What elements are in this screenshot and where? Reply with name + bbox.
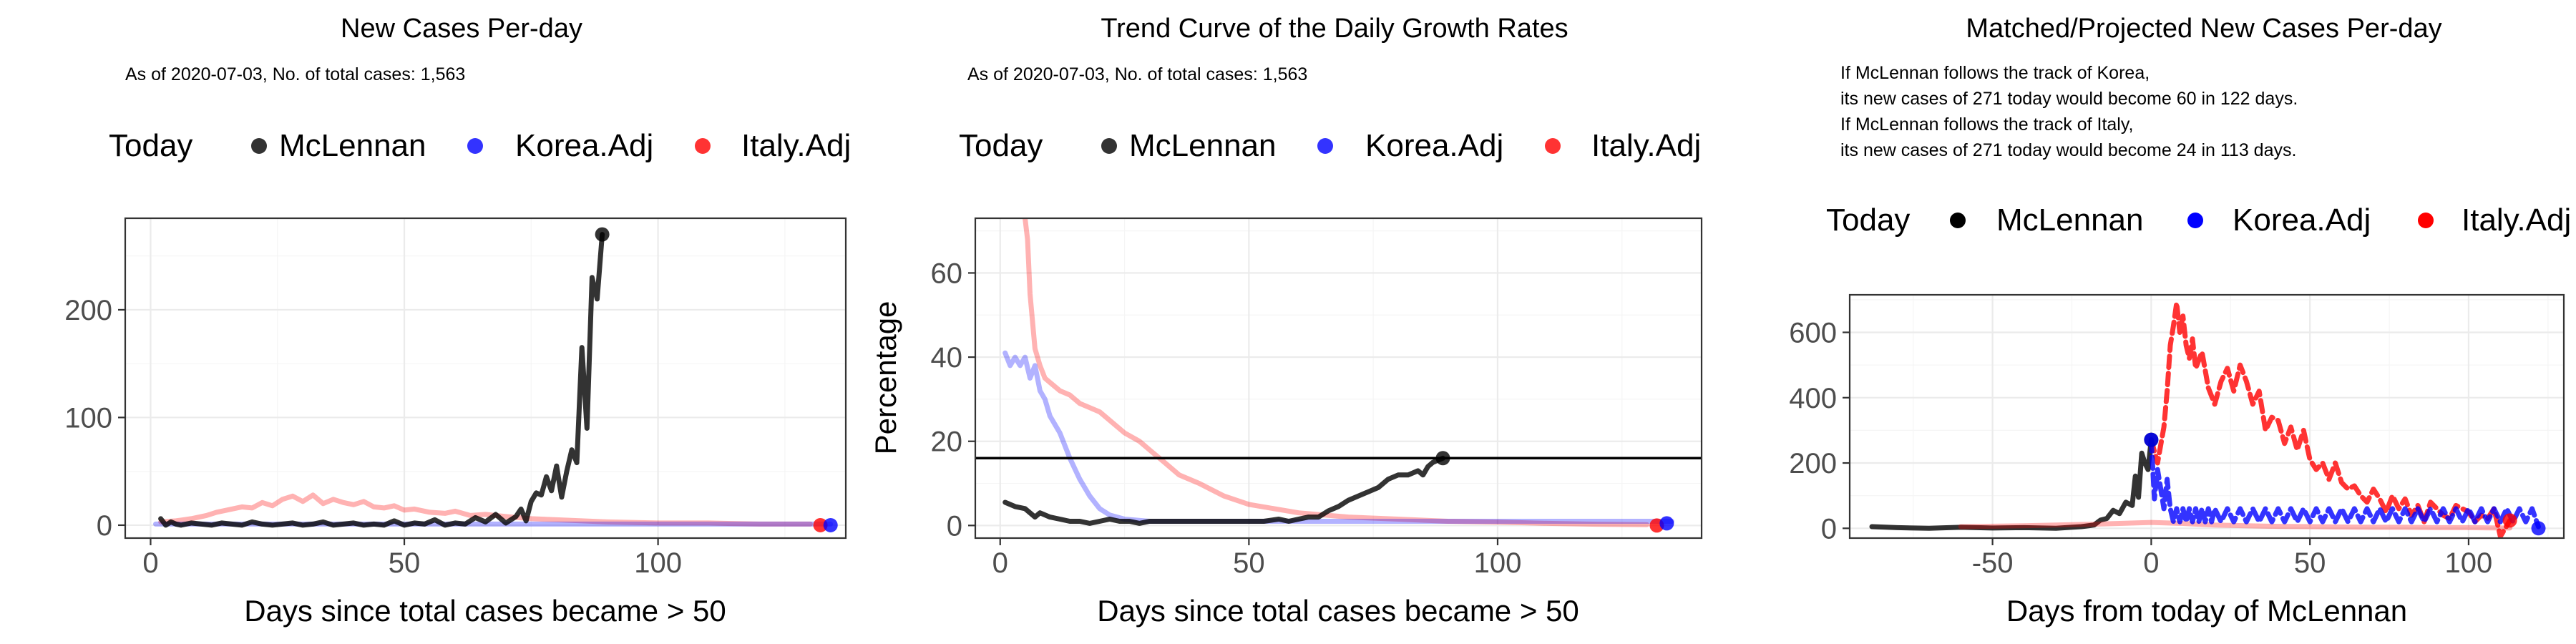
legend: Today McLennan Korea.Adj Italy.Adj bbox=[1826, 203, 2571, 238]
series-line-italy-adj bbox=[1023, 218, 1649, 527]
today-point-korea-adj bbox=[1659, 516, 1674, 531]
x-axis-title: Days since total cases became > 50 bbox=[244, 594, 726, 628]
series-lines bbox=[153, 232, 834, 528]
plot-area: 0 50 100 0 20 40 60 bbox=[931, 217, 1703, 579]
today-point-italy-adj bbox=[2502, 513, 2517, 528]
legend: Today McLennan Korea.Adj Italy.Adj bbox=[109, 128, 851, 163]
today-point-korea-adj bbox=[823, 517, 838, 532]
legend-label-italy: Italy.Adj bbox=[2462, 203, 2571, 238]
y-tick-label: 200 bbox=[1789, 448, 1837, 479]
today-point-korea-adj bbox=[2144, 432, 2159, 447]
panel-projected-cases: Matched/Projected New Cases Per-day If M… bbox=[1717, 0, 2576, 644]
x-tick-label: 0 bbox=[2143, 547, 2159, 579]
today-point-korea-adj bbox=[2531, 521, 2546, 536]
x-axis-title: Days from today of McLennan bbox=[2006, 594, 2407, 628]
plot-area: -50 0 50 100 0 200 400 600 bbox=[1789, 293, 2565, 579]
x-tick-label: 100 bbox=[2445, 547, 2493, 579]
series-line-italy-adj bbox=[2148, 300, 2513, 538]
chart-subtitle-line: its new cases of 271 today would become … bbox=[1840, 140, 2296, 160]
plot-frame bbox=[1848, 293, 2565, 540]
panel-new-cases: New Cases Per-day As of 2020-07-03, No. … bbox=[0, 0, 859, 644]
legend-label-korea: Korea.Adj bbox=[515, 128, 653, 163]
chart-title: Matched/Projected New Cases Per-day bbox=[1966, 14, 2441, 44]
chart-new-cases: New Cases Per-day As of 2020-07-03, No. … bbox=[64, 14, 851, 628]
legend-label-mclennan: McLennan bbox=[1996, 203, 2143, 238]
legend-label-mclennan: McLennan bbox=[1129, 128, 1276, 163]
series-line-italy-adj bbox=[158, 492, 813, 527]
y-tick-label: 0 bbox=[1821, 513, 1837, 545]
legend-title: Today bbox=[1826, 203, 1910, 238]
x-tick-label: -50 bbox=[1972, 547, 2014, 579]
chart-subtitle-line: If McLennan follows the track of Italy, bbox=[1840, 114, 2133, 135]
legend-key-italy bbox=[2418, 213, 2434, 228]
series-lines bbox=[1869, 300, 2541, 538]
y-tick-label: 0 bbox=[97, 510, 112, 542]
plot-frame bbox=[974, 217, 1703, 540]
today-point-mclennan bbox=[595, 227, 610, 242]
y-tick-label: 100 bbox=[64, 402, 112, 434]
chart-subtitle-line: As of 2020-07-03, No. of total cases: 1,… bbox=[125, 64, 465, 84]
x-tick-label: 100 bbox=[1474, 547, 1522, 579]
y-axis-title: Percentage bbox=[869, 301, 902, 455]
series-line-mclennan bbox=[158, 232, 605, 528]
x-tick-label: 100 bbox=[634, 547, 682, 579]
legend-key-korea bbox=[467, 138, 483, 154]
legend-key-mclennan bbox=[251, 138, 267, 154]
legend-title: Today bbox=[109, 128, 192, 163]
chart-growth-rates: Trend Curve of the Daily Growth Rates As… bbox=[869, 14, 1703, 628]
legend-key-mclennan bbox=[1101, 138, 1117, 154]
chart-subtitle-line: its new cases of 271 today would become … bbox=[1840, 89, 2298, 109]
x-axis-title: Days since total cases became > 50 bbox=[1097, 594, 1579, 628]
legend-key-korea bbox=[1317, 138, 1333, 154]
plot-area: 0 50 100 0 100 200 bbox=[64, 217, 847, 579]
legend-label-korea: Korea.Adj bbox=[1365, 128, 1503, 163]
series-line-korea-adj bbox=[2148, 437, 2541, 530]
plot-frame bbox=[124, 217, 847, 540]
x-tick-label: 0 bbox=[142, 547, 158, 579]
y-tick-label: 60 bbox=[931, 258, 963, 289]
y-tick-label: 200 bbox=[64, 295, 112, 326]
legend-key-italy bbox=[695, 138, 711, 154]
series-line-mclennan bbox=[1002, 455, 1445, 526]
chart-title: New Cases Per-day bbox=[341, 14, 582, 44]
chart-projected-cases: Matched/Projected New Cases Per-day If M… bbox=[1789, 14, 2571, 628]
today-point-italy-adj bbox=[813, 517, 828, 532]
legend-key-italy bbox=[1545, 138, 1561, 154]
y-tick-label: 400 bbox=[1789, 383, 1837, 414]
y-tick-label: 600 bbox=[1789, 317, 1837, 348]
chart-subtitle-line: If McLennan follows the track of Korea, bbox=[1840, 63, 2150, 83]
x-tick-label: 50 bbox=[1233, 547, 1265, 579]
series-line-italy-adj bbox=[1958, 519, 2513, 531]
x-tick-label: 50 bbox=[2294, 547, 2326, 579]
legend-key-mclennan bbox=[1950, 213, 1966, 228]
legend-label-italy: Italy.Adj bbox=[1591, 128, 1701, 163]
y-tick-label: 40 bbox=[931, 342, 963, 374]
chart-title: Trend Curve of the Daily Growth Rates bbox=[1101, 14, 1568, 44]
legend-label-italy: Italy.Adj bbox=[741, 128, 851, 163]
today-point-mclennan bbox=[1435, 451, 1450, 466]
legend: Today McLennan Korea.Adj Italy.Adj bbox=[959, 128, 1701, 163]
series-line-mclennan bbox=[1869, 437, 2154, 531]
chart-subtitle-line: As of 2020-07-03, No. of total cases: 1,… bbox=[967, 64, 1307, 84]
legend-label-mclennan: McLennan bbox=[279, 128, 426, 163]
x-tick-label: 50 bbox=[389, 547, 421, 579]
series-line-korea-adj bbox=[1002, 350, 1674, 524]
panel-growth-rates: Trend Curve of the Daily Growth Rates As… bbox=[859, 0, 1717, 644]
series-lines bbox=[1002, 218, 1674, 527]
y-tick-label: 20 bbox=[931, 426, 963, 458]
x-tick-label: 0 bbox=[992, 547, 1008, 579]
legend-key-korea bbox=[2187, 213, 2203, 228]
y-tick-label: 0 bbox=[947, 510, 962, 542]
legend-label-korea: Korea.Adj bbox=[2233, 203, 2371, 238]
legend-title: Today bbox=[959, 128, 1043, 163]
